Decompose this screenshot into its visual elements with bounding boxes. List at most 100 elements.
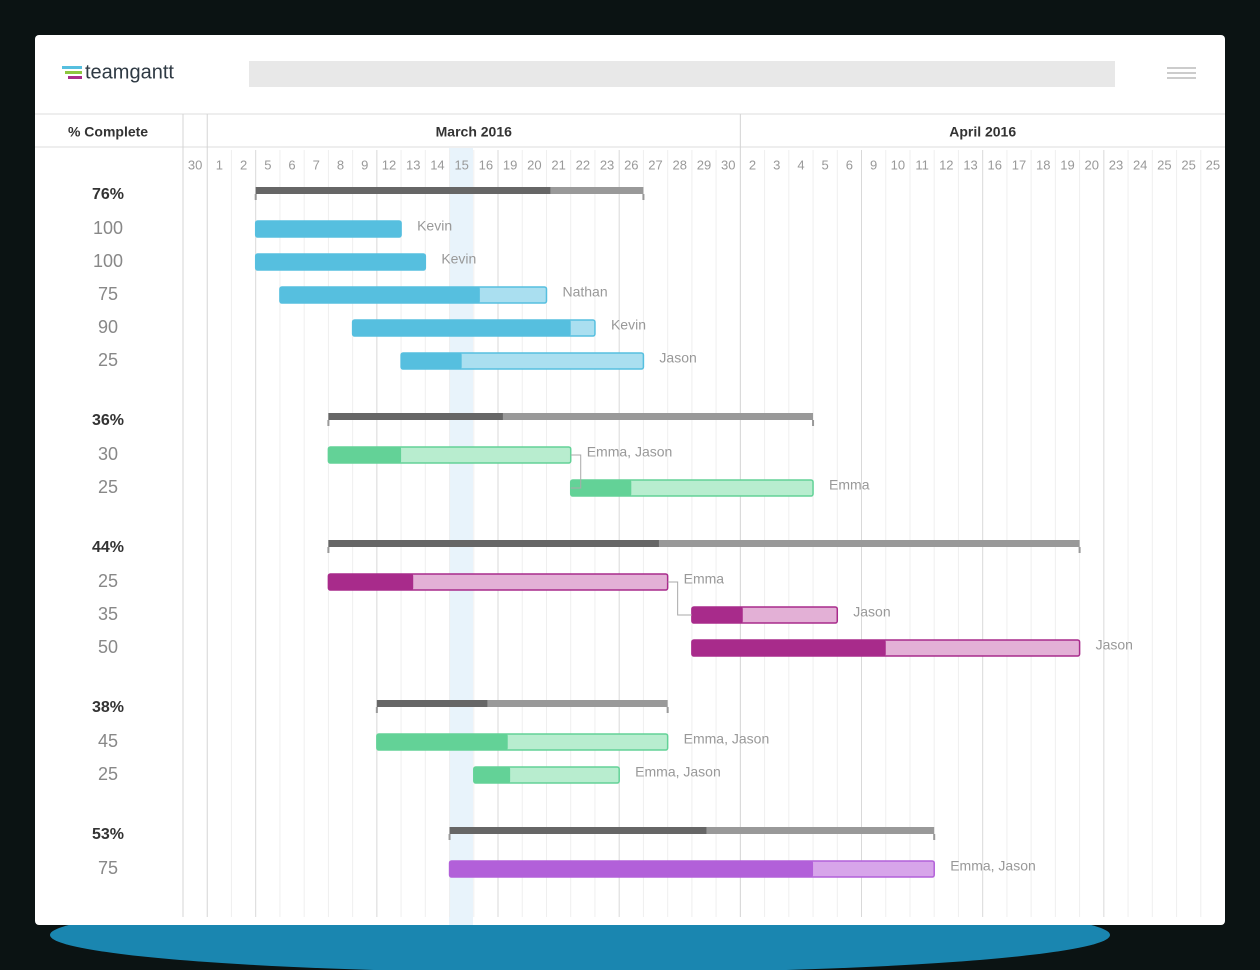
summary-cap [375, 707, 669, 713]
summary-progress [328, 413, 503, 420]
task-percent: 90 [98, 317, 118, 337]
day-label: 16 [988, 157, 1002, 172]
task-progress [255, 254, 426, 270]
task-percent: 100 [93, 251, 123, 271]
month-label: March 2016 [436, 124, 512, 140]
task-percent: 25 [98, 571, 118, 591]
day-label: 11 [915, 157, 929, 172]
day-label: 19 [1060, 157, 1074, 172]
day-label: 25 [1206, 157, 1220, 172]
task-progress [691, 640, 886, 656]
task-progress [691, 607, 743, 623]
day-label: 20 [527, 157, 541, 172]
day-label: 1 [216, 157, 223, 172]
summary-cap [448, 834, 936, 840]
day-label: 3 [773, 157, 780, 172]
summary-cap [327, 420, 815, 426]
task-assignee: Emma, Jason [950, 858, 1036, 874]
task-percent: 35 [98, 604, 118, 624]
day-label: 16 [479, 157, 493, 172]
summary-cap [254, 194, 645, 200]
month-label: April 2016 [949, 124, 1016, 140]
search-bar[interactable] [249, 61, 1115, 87]
task-assignee: Emma [684, 571, 725, 587]
day-label: 4 [797, 157, 804, 172]
task-assignee: Jason [659, 350, 696, 366]
task-progress [328, 574, 414, 590]
day-label: 13 [963, 157, 977, 172]
day-label: 12 [939, 157, 953, 172]
day-label: 5 [822, 157, 829, 172]
summary-progress [376, 700, 488, 707]
day-label: 30 [188, 157, 202, 172]
task-percent: 50 [98, 637, 118, 657]
task-assignee: Kevin [441, 251, 476, 267]
day-label: 12 [382, 157, 396, 172]
task-progress [352, 320, 571, 336]
group-percent: 44% [92, 539, 124, 556]
day-label: 21 [551, 157, 565, 172]
column-title: % Complete [68, 124, 148, 140]
day-label: 7 [313, 157, 320, 172]
summary-bar [328, 413, 814, 420]
task-progress [570, 480, 632, 496]
task-assignee: Nathan [562, 284, 607, 300]
group-percent: 36% [92, 412, 124, 429]
task-percent: 45 [98, 731, 118, 751]
summary-bar [328, 540, 1080, 547]
day-label: 25 [1157, 157, 1171, 172]
task-percent: 75 [98, 858, 118, 878]
day-label: 14 [430, 157, 444, 172]
summary-progress [255, 187, 551, 194]
group-percent: 76% [92, 186, 124, 203]
day-label: 2 [749, 157, 756, 172]
day-label: 9 [870, 157, 877, 172]
task-assignee: Emma, Jason [587, 444, 673, 460]
task-percent: 25 [98, 764, 118, 784]
menu-button[interactable] [1167, 67, 1196, 79]
day-label: 8 [337, 157, 344, 172]
task-progress [328, 447, 402, 463]
day-label: 28 [673, 157, 687, 172]
today-highlight [449, 148, 473, 925]
day-label: 6 [288, 157, 295, 172]
timeline-grid: 30 1 2 5 6 7 8 9 12 13 14 15 16 19 20 21 22 23 26 27 28 29 30 2… [182, 114, 1220, 917]
day-label: 23 [600, 157, 614, 172]
task-percent: 25 [98, 350, 118, 370]
summary-cap [327, 547, 1081, 553]
day-label: 25 [1181, 157, 1195, 172]
task-progress [255, 221, 402, 237]
day-label: 22 [576, 157, 590, 172]
day-label: 18 [1036, 157, 1050, 172]
task-percent: 30 [98, 444, 118, 464]
day-label: 24 [1133, 157, 1147, 172]
task-assignee: Jason [1096, 637, 1133, 653]
task-assignee: Kevin [611, 317, 646, 333]
day-label: 13 [406, 157, 420, 172]
task-progress [449, 861, 814, 877]
gantt-rows: 76% 100 Kevin 100 Kevin 75 Nathan 90 Kevin 25 Jaso… [92, 186, 1133, 878]
logo: teamgantt [85, 61, 174, 83]
task-assignee: Emma, Jason [635, 764, 721, 780]
day-label: 6 [846, 157, 853, 172]
day-label: 27 [648, 157, 662, 172]
summary-progress [449, 827, 707, 834]
task-progress [279, 287, 480, 303]
dependency-line [667, 581, 692, 616]
group-percent: 53% [92, 826, 124, 843]
dependency-line [570, 454, 582, 489]
day-label: 19 [503, 157, 517, 172]
task-progress [376, 734, 508, 750]
task-percent: 75 [98, 284, 118, 304]
day-label: 15 [454, 157, 468, 172]
task-assignee: Emma [829, 477, 870, 493]
summary-progress [328, 540, 659, 547]
day-label: 2 [240, 157, 247, 172]
task-assignee: Emma, Jason [684, 731, 770, 747]
day-label: 5 [264, 157, 271, 172]
day-label: 23 [1109, 157, 1123, 172]
day-label: 26 [624, 157, 638, 172]
task-percent: 100 [93, 218, 123, 238]
task-progress [473, 767, 511, 783]
